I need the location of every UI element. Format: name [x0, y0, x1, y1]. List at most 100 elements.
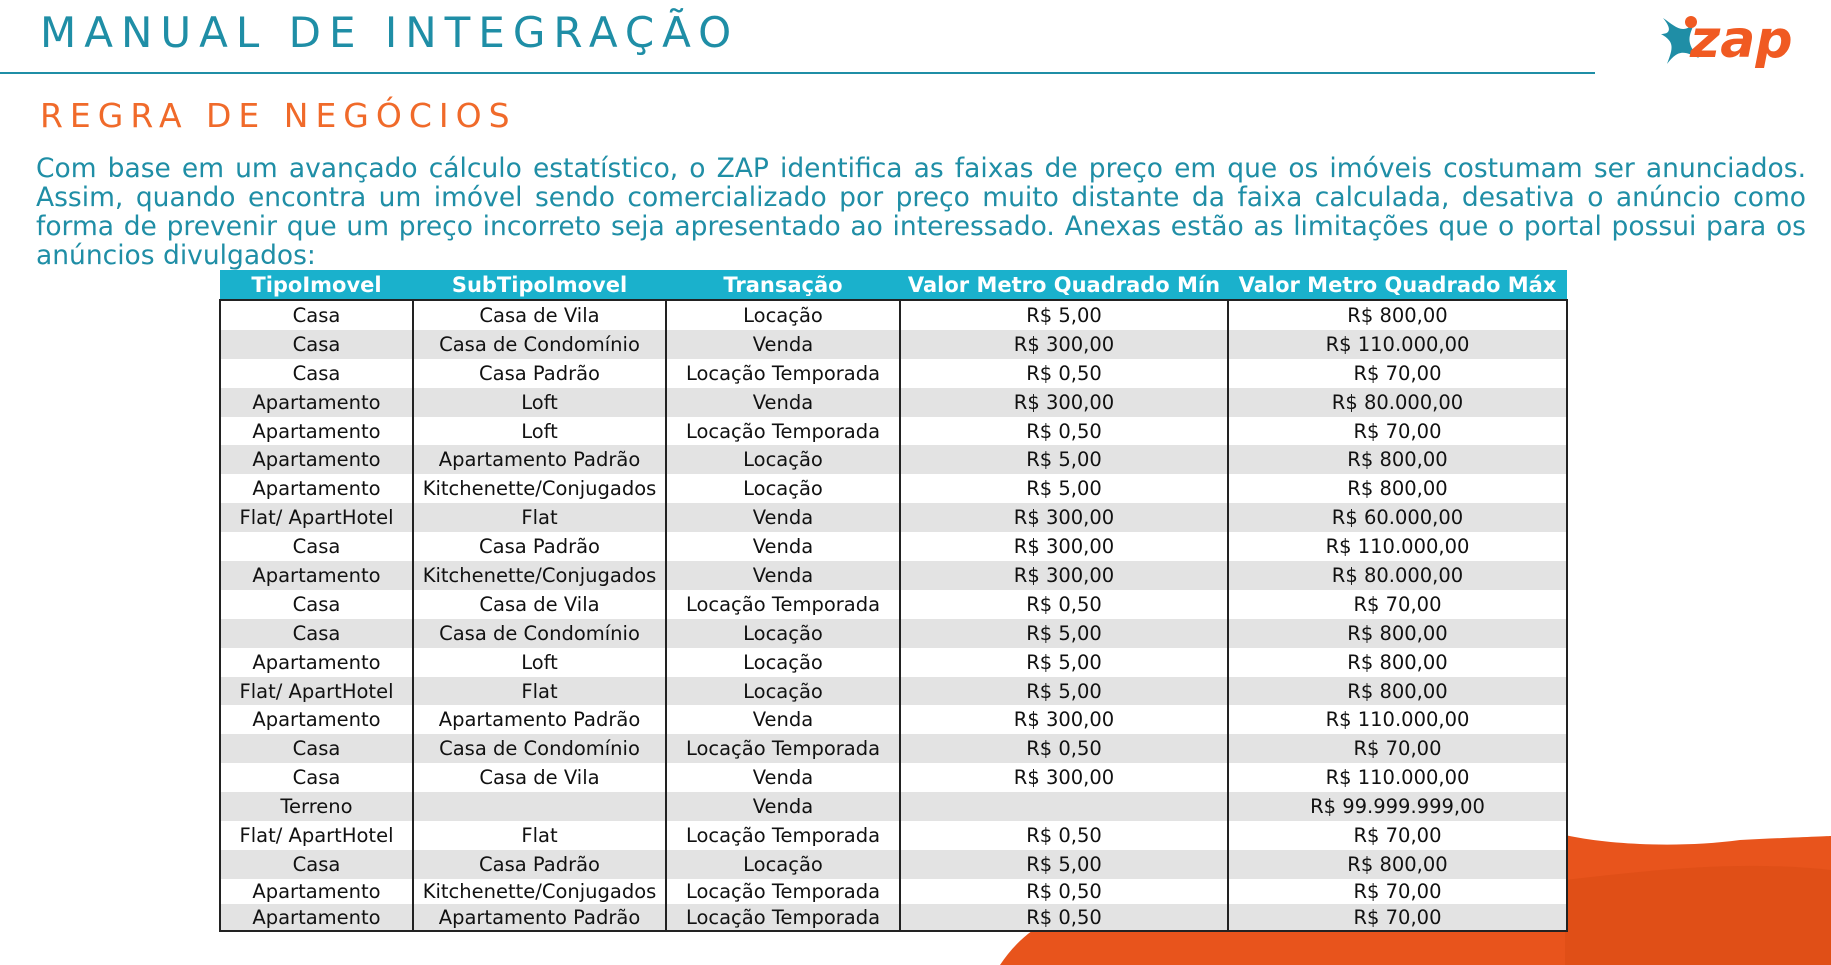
cell-transacao: Venda — [665, 532, 901, 562]
table-row: Apartamento Loft Locação Temporada R$ 0,50 R… — [219, 416, 1568, 446]
zap-logo-mark-icon — [1661, 16, 1699, 64]
cell-subtipo: Casa de Condomínio — [412, 734, 667, 764]
cell-transacao: Locação — [665, 849, 901, 879]
cell-tipo: Apartamento — [219, 474, 414, 504]
cell-transacao: Venda — [665, 503, 901, 533]
cell-valor-max: R$ 800,00 — [1227, 299, 1568, 330]
cell-valor-max: R$ 70,00 — [1227, 734, 1568, 764]
cell-valor-min: R$ 300,00 — [899, 532, 1229, 562]
cell-valor-max: R$ 800,00 — [1227, 676, 1568, 706]
table-row: Casa Casa Padrão Locação R$ 5,00 R$ 800,00 — [219, 849, 1568, 879]
cell-valor-max: R$ 70,00 — [1227, 416, 1568, 446]
cell-valor-max: R$ 800,00 — [1227, 445, 1568, 475]
logo-text: zap — [1690, 10, 1793, 70]
cell-valor-min: R$ 5,00 — [899, 849, 1229, 879]
cell-subtipo: Kitchenette/Conjugados — [412, 878, 667, 905]
cell-tipo: Casa — [219, 358, 414, 388]
cell-valor-max: R$ 99.999.999,00 — [1227, 792, 1568, 822]
page-title: MANUAL DE INTEGRAÇÃO — [40, 8, 740, 57]
cell-valor-min: R$ 300,00 — [899, 503, 1229, 533]
cell-tipo: Apartamento — [219, 705, 414, 735]
price-limits-table: TipoImovel SubTipoImovel Transação Valor… — [219, 270, 1568, 932]
cell-valor-min: R$ 0,50 — [899, 734, 1229, 764]
cell-subtipo: Kitchenette/Conjugados — [412, 474, 667, 504]
cell-valor-min: R$ 300,00 — [899, 329, 1229, 359]
cell-transacao: Venda — [665, 561, 901, 590]
cell-valor-max: R$ 80.000,00 — [1227, 387, 1568, 417]
cell-transacao: Locação — [665, 474, 901, 504]
zap-logo: zap — [1655, 8, 1805, 78]
cell-tipo: Flat/ ApartHotel — [219, 503, 414, 533]
cell-valor-max: R$ 70,00 — [1227, 358, 1568, 388]
cell-valor-max: R$ 800,00 — [1227, 647, 1568, 677]
cell-tipo: Apartamento — [219, 445, 414, 475]
table-row: Casa Casa Padrão Venda R$ 300,00 R$ 110.000,… — [219, 532, 1568, 562]
table-row: Apartamento Apartamento Padrão Locação Tem… — [219, 904, 1568, 932]
cell-transacao: Locação Temporada — [665, 734, 901, 764]
table-row: Apartamento Apartamento Padrão Locação R$ 5… — [219, 445, 1568, 475]
cell-subtipo: Loft — [412, 387, 667, 417]
cell-valor-min: R$ 0,50 — [899, 878, 1229, 905]
section-subtitle: REGRA DE NEGÓCIOS — [40, 96, 517, 135]
cell-subtipo: Casa Padrão — [412, 532, 667, 562]
cell-subtipo: Casa de Condomínio — [412, 329, 667, 359]
cell-valor-max: R$ 800,00 — [1227, 849, 1568, 879]
cell-transacao: Locação Temporada — [665, 358, 901, 388]
table-row: Casa Casa de Vila Locação R$ 5,00 R$ 800,00 — [219, 299, 1568, 330]
cell-tipo: Casa — [219, 532, 414, 562]
cell-transacao: Locação — [665, 647, 901, 677]
cell-subtipo: Casa Padrão — [412, 358, 667, 388]
table-row: Apartamento Kitchenette/Conjugados Venda R$… — [219, 561, 1568, 590]
cell-valor-min: R$ 0,50 — [899, 589, 1229, 619]
cell-subtipo: Casa Padrão — [412, 849, 667, 879]
intro-paragraph: Com base em um avançado cálculo estatíst… — [36, 153, 1806, 271]
cell-valor-min: R$ 5,00 — [899, 618, 1229, 648]
cell-subtipo: Apartamento Padrão — [412, 445, 667, 475]
cell-valor-max: R$ 800,00 — [1227, 474, 1568, 504]
cell-subtipo: Flat — [412, 676, 667, 706]
cell-tipo: Terreno — [219, 792, 414, 822]
cell-tipo: Casa — [219, 849, 414, 879]
cell-transacao: Locação — [665, 445, 901, 475]
header-valor-max: Valor Metro Quadrado Máx — [1228, 270, 1567, 300]
table-header-row: TipoImovel SubTipoImovel Transação Valor… — [220, 270, 1567, 300]
cell-transacao: Venda — [665, 792, 901, 822]
cell-tipo: Apartamento — [219, 904, 414, 932]
cell-valor-min — [899, 792, 1229, 822]
cell-subtipo: Casa de Vila — [412, 589, 667, 619]
table-row: Apartamento Apartamento Padrão Venda R$ 300… — [219, 705, 1568, 735]
cell-tipo: Casa — [219, 734, 414, 764]
cell-valor-max: R$ 70,00 — [1227, 904, 1568, 932]
cell-subtipo: Loft — [412, 416, 667, 446]
cell-tipo: Casa — [219, 299, 414, 330]
cell-valor-max: R$ 110.000,00 — [1227, 705, 1568, 735]
cell-tipo: Apartamento — [219, 878, 414, 905]
cell-subtipo: Casa de Vila — [412, 763, 667, 793]
cell-valor-max: R$ 70,00 — [1227, 821, 1568, 850]
cell-tipo: Flat/ ApartHotel — [219, 821, 414, 850]
table-row: Casa Casa de Condomínio Locação Temporada R… — [219, 734, 1568, 764]
cell-subtipo: Flat — [412, 821, 667, 850]
cell-subtipo: Casa de Condomínio — [412, 618, 667, 648]
cell-transacao: Locação Temporada — [665, 589, 901, 619]
header-valor-min: Valor Metro Quadrado Mín — [900, 270, 1228, 300]
cell-valor-max: R$ 110.000,00 — [1227, 329, 1568, 359]
cell-transacao: Locação Temporada — [665, 878, 901, 905]
cell-subtipo: Kitchenette/Conjugados — [412, 561, 667, 590]
cell-valor-max: R$ 70,00 — [1227, 878, 1568, 905]
cell-valor-min: R$ 300,00 — [899, 705, 1229, 735]
cell-valor-min: R$ 5,00 — [899, 299, 1229, 330]
cell-valor-min: R$ 0,50 — [899, 821, 1229, 850]
cell-subtipo: Casa de Vila — [412, 299, 667, 330]
header-transacao: Transação — [666, 270, 900, 300]
cell-transacao: Venda — [665, 705, 901, 735]
price-limits-table-wrapper: TipoImovel SubTipoImovel Transação Valor… — [219, 270, 1568, 932]
cell-valor-min: R$ 5,00 — [899, 676, 1229, 706]
cell-valor-max: R$ 60.000,00 — [1227, 503, 1568, 533]
cell-subtipo: Apartamento Padrão — [412, 904, 667, 932]
table-row: Casa Casa de Vila Venda R$ 300,00 R$ 110.000… — [219, 763, 1568, 793]
cell-valor-min: R$ 5,00 — [899, 445, 1229, 475]
table-row: Apartamento Loft Venda R$ 300,00 R$ 80.000,0… — [219, 387, 1568, 417]
cell-tipo: Casa — [219, 329, 414, 359]
cell-tipo: Casa — [219, 589, 414, 619]
